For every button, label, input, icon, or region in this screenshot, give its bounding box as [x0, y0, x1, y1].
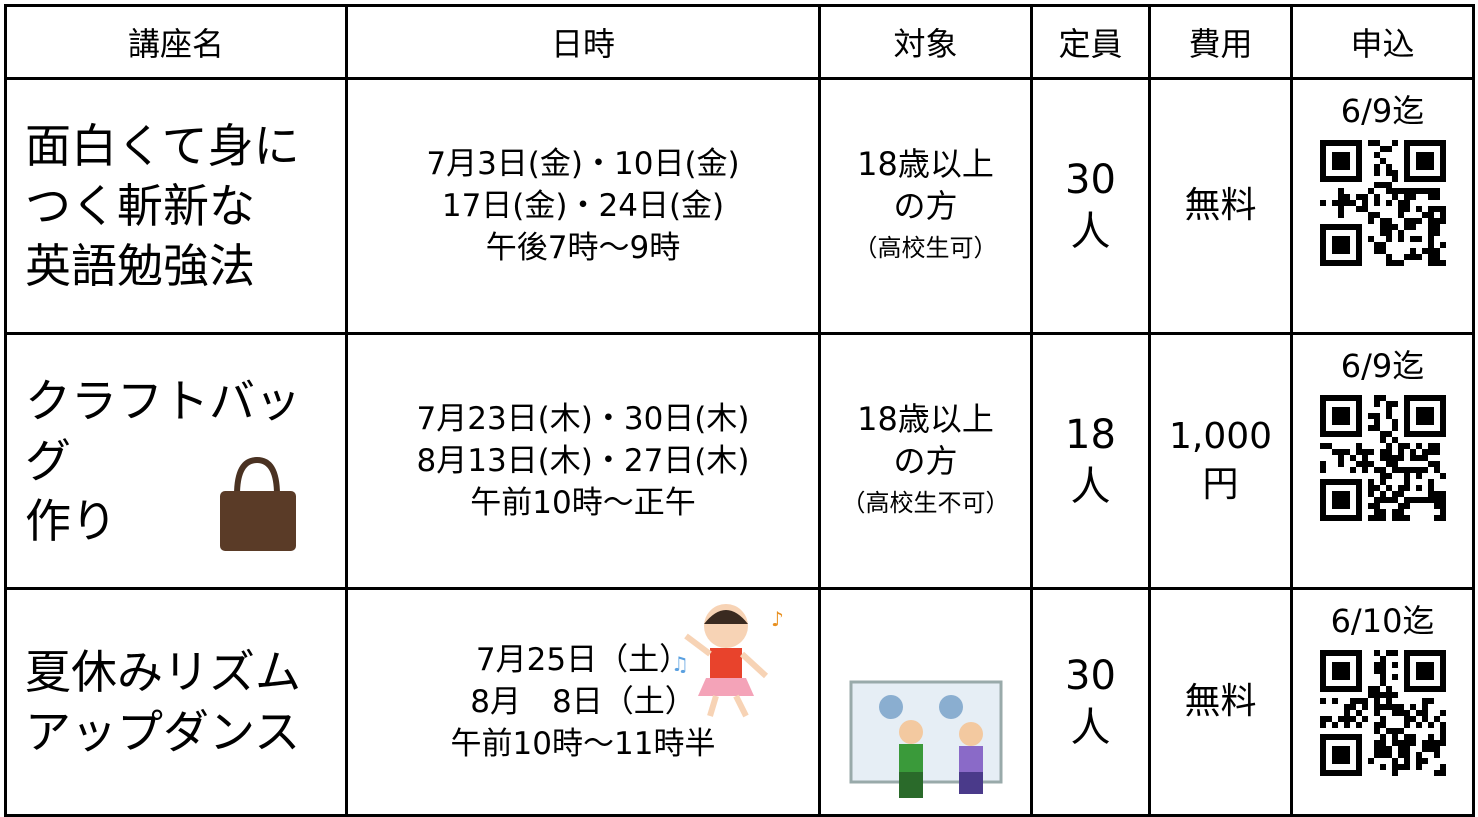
deadline-cell: 6/10迄 — [1290, 587, 1475, 817]
text-line: 午後7時～9時 — [485, 230, 681, 266]
deadline-cell: 6/9迄 — [1290, 77, 1475, 335]
qr-code — [1319, 140, 1446, 266]
text-line: 午前10時～正午 — [470, 485, 696, 521]
text-line: アップダンス — [25, 705, 301, 759]
dancer-illustration: ♪♫ — [671, 604, 784, 718]
name-cell: クラフトバッグ 作り — [4, 332, 348, 590]
text-line: 人 — [1070, 705, 1111, 751]
date-cell: 7月3日(金)・10日(金) 17日(金)・24日(金) 午後7時～9時 — [345, 77, 821, 335]
header-cell: 日時 — [345, 4, 821, 80]
text-line: 18 — [1065, 412, 1116, 458]
target-cell: 18歳以上の方 （高校生可） — [818, 77, 1033, 335]
deadline-cell: 6/9迄 — [1290, 332, 1475, 590]
text-line: の方 — [893, 187, 958, 225]
text-line: 円 — [1202, 464, 1239, 505]
target-cell: 小学生 — [818, 587, 1033, 817]
course-row: クラフトバッグ作り 7月23日(木)・30日(木) 8月13日(木)・27日(木) 午… — [4, 332, 1475, 590]
text-line: 18歳以上 — [857, 145, 994, 183]
text-line: 英語勉強法 — [25, 239, 255, 293]
fee-cell: 1,000 円 — [1148, 332, 1293, 590]
svg-text:♪: ♪ — [771, 607, 784, 631]
text-line: 18歳以上 — [857, 400, 994, 438]
capacity-cell: 30 人 — [1030, 587, 1151, 817]
text-line: （高校生可） — [853, 234, 998, 262]
header-cell: 講座名 — [4, 4, 348, 80]
text-line: 6/10迄 — [1330, 602, 1435, 640]
text-line: 7月3日(金)・10日(金) — [426, 146, 740, 182]
svg-text:♫: ♫ — [671, 652, 689, 676]
text-line: 6/9迄 — [1340, 347, 1425, 385]
bag-illustration — [220, 456, 296, 551]
course-table: 講座名 日時 対象 定員 費用 申込 面白くて身に つく斬新な 英語勉強法 7月3日(… — [4, 4, 1475, 817]
header-row: 講座名 日時 対象 定員 費用 申込 — [4, 4, 1475, 80]
header-cell: 対象 — [818, 4, 1033, 80]
target-cell: 18歳以上の方 （高校生不可） — [818, 332, 1033, 590]
text-line: 8月 8日（土） — [470, 684, 696, 720]
text-line: 6/9迄 — [1340, 92, 1425, 130]
text-line: 17日(金)・24日(金) — [441, 188, 725, 224]
text-line: 1,000 — [1168, 416, 1273, 457]
text-line: 面白くて身に — [25, 119, 300, 173]
name-cell: 夏休みリズム アップダンス — [4, 587, 348, 817]
text-line: つく斬新な — [25, 179, 255, 233]
qr-code — [1319, 395, 1446, 521]
course-row: 夏休みリズム アップダンス 7月25日（土） 8月 8日（土） 午前10時～11時半 ♪ ♫… — [4, 587, 1475, 817]
text-line: （高校生不可） — [841, 489, 1010, 517]
text-line: クラフトバッグ — [25, 374, 301, 488]
fee-cell: 無料 — [1148, 77, 1293, 335]
text-line: 7月23日(木)・30日(木) — [416, 401, 750, 437]
date-cell: 7月23日(木)・30日(木) 8月13日(木)・27日(木) 午前10時～正午 — [345, 332, 821, 590]
capacity-cell: 30 人 — [1030, 77, 1151, 335]
text-line: 夏休みリズム — [25, 645, 301, 699]
text-line: 人 — [1070, 209, 1111, 255]
text-line: 無料 — [1184, 185, 1257, 226]
text-line: 8月13日(木)・27日(木) — [416, 443, 750, 479]
name-cell: 面白くて身に つく斬新な英語勉強法 — [4, 77, 348, 335]
qr-code — [1319, 650, 1446, 776]
text-line: 人 — [1070, 464, 1111, 510]
text-line: 7月25日（土） — [475, 642, 691, 678]
kids-illustration — [849, 680, 1003, 798]
header-cell: 申込 — [1290, 4, 1475, 80]
text-line: の方 — [893, 442, 958, 480]
text-line: 無料 — [1184, 681, 1257, 722]
text-line: 午前10時～11時半 — [450, 726, 716, 762]
date-cell: 7月25日（土） 8月 8日（土） 午前10時～11時半 ♪ ♫ — [345, 587, 821, 817]
header-cell: 定員 — [1030, 4, 1151, 80]
capacity-cell: 18 人 — [1030, 332, 1151, 590]
text-line: 作り — [25, 494, 117, 548]
text-line: 30 — [1065, 653, 1116, 699]
course-row: 面白くて身に つく斬新な英語勉強法 7月3日(金)・10日(金) 17日(金)・24日… — [4, 77, 1475, 335]
header-cell: 費用 — [1148, 4, 1293, 80]
fee-cell: 無料 — [1148, 587, 1293, 817]
text-line: 30 — [1065, 157, 1116, 203]
